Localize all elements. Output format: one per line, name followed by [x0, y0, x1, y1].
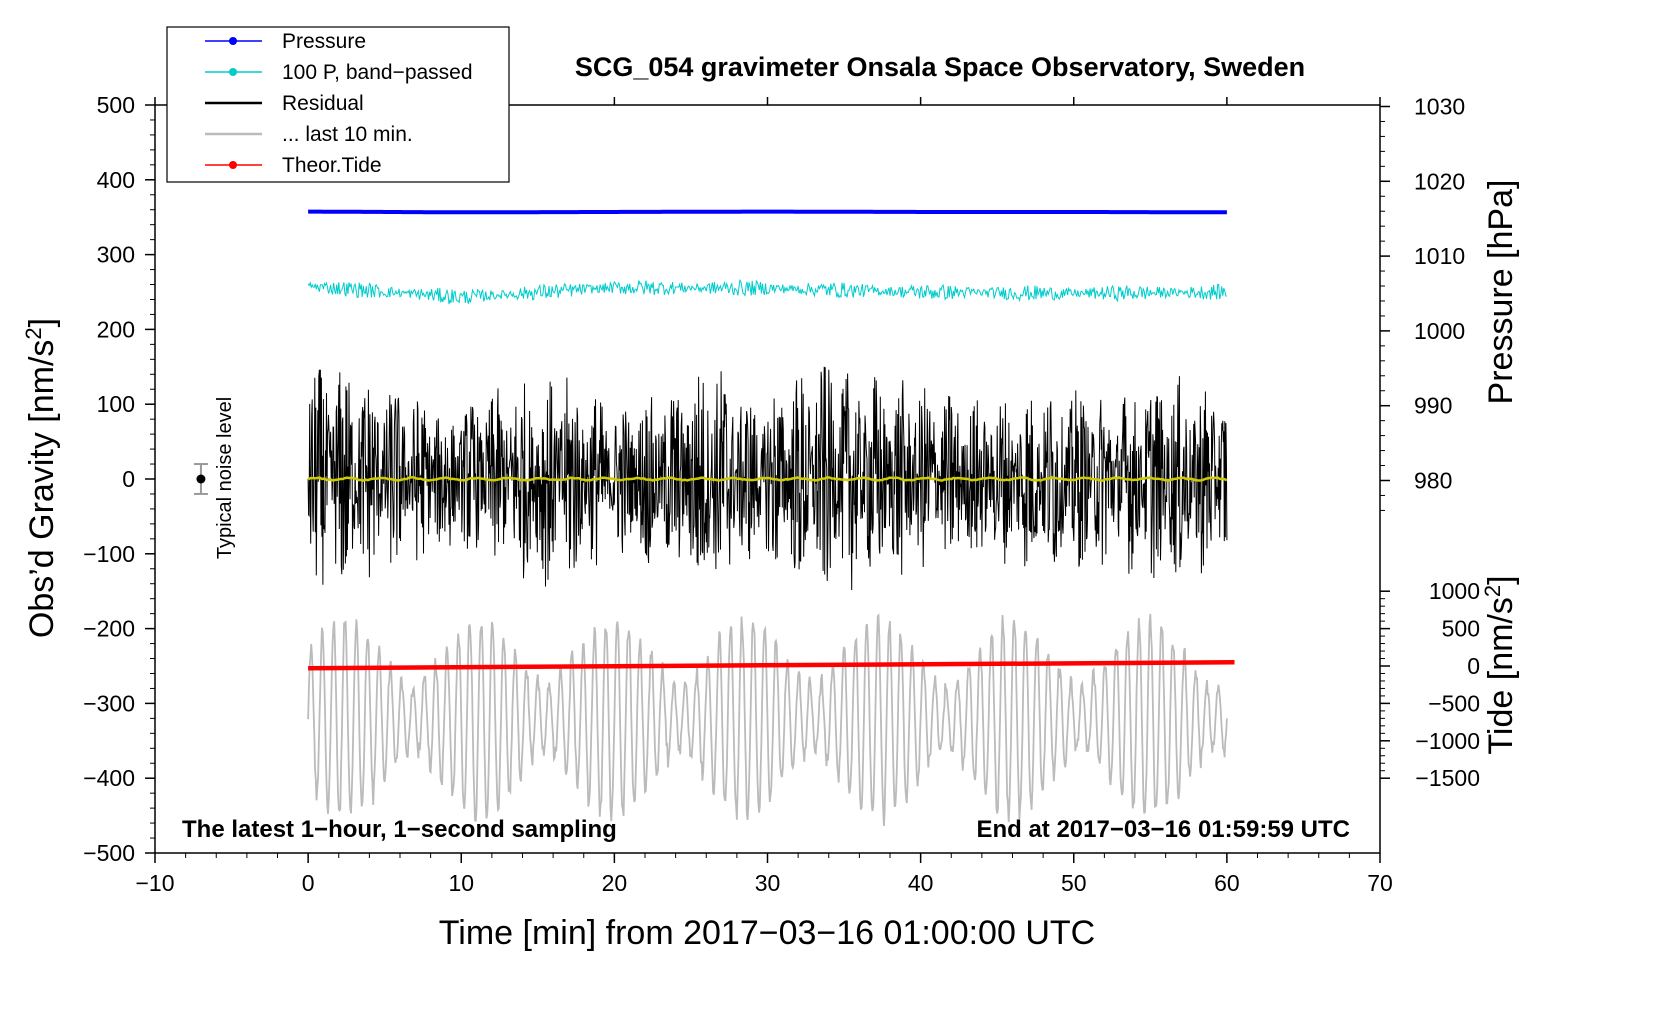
x-tick-label: 30: [755, 870, 781, 896]
legend-label: Pressure: [282, 30, 366, 53]
tide-tick-label: 0: [1467, 653, 1480, 679]
chart-title: SCG_054 gravimeter Onsala Space Observat…: [575, 52, 1305, 82]
pressure-tick-label: 1010: [1414, 243, 1465, 269]
legend-box: [166, 26, 510, 183]
x-tick-label: 60: [1214, 870, 1240, 896]
y-axis-pressure: 980 990 1000 1010 1020 1030: [1380, 93, 1465, 511]
y-axis-tide-title: Tide [nm/s2]: [1480, 575, 1520, 754]
x-tick-label: 10: [448, 870, 474, 896]
tide-tick-label: −1500: [1415, 765, 1480, 791]
series-last-10-min: [307, 613, 1228, 827]
noise-point: [196, 474, 206, 484]
y-tide-title-main: Tide [nm/s: [1482, 597, 1520, 754]
legend-marker: [229, 161, 237, 169]
series-theor-tide: [308, 660, 1235, 671]
legend-label: ... last 10 min.: [282, 123, 413, 146]
noise-marker: [193, 463, 208, 495]
series-residual-smoothed: [307, 476, 1228, 482]
y-tick-label: −100: [83, 541, 135, 567]
legend-label: 100 P, band−passed: [282, 61, 473, 84]
y-tick-label: 400: [97, 167, 135, 193]
y-axis-left-title: Obs’d Gravity [nm/s2]: [21, 318, 61, 638]
y-left-title-close: ]: [23, 318, 61, 327]
pressure-tick-label: 990: [1414, 393, 1452, 419]
series-layer: [307, 209, 1235, 827]
y-tick-label: 100: [97, 391, 135, 417]
y-tick-label: −300: [83, 690, 135, 716]
series-band-passed-pressure: [307, 278, 1227, 305]
pressure-tick-label: 1000: [1414, 318, 1465, 344]
legend-label: Residual: [282, 92, 364, 115]
x-tick-label: 20: [602, 870, 628, 896]
annotation-right: End at 2017−03−16 01:59:59 UTC: [976, 816, 1350, 843]
y-tick-label: −400: [83, 765, 135, 791]
y-tick-label: 300: [97, 242, 135, 268]
y-axis-left: 500 400 300 200 100 0 −100 −200 −300 −400 −500: [83, 92, 155, 866]
tide-tick-label: −500: [1428, 690, 1480, 716]
y-left-title-sup: 2: [21, 327, 46, 339]
x-tick-label: 70: [1367, 870, 1393, 896]
y-tide-title-close: ]: [1482, 575, 1520, 584]
y-tick-label: −200: [83, 616, 135, 642]
x-tick-label: 40: [908, 870, 934, 896]
noise-label: Typical noise level: [214, 397, 236, 559]
x-tick-label: −10: [135, 870, 174, 896]
pressure-tick-label: 980: [1414, 467, 1452, 493]
tide-tick-label: 1000: [1429, 578, 1480, 604]
y-left-title-main: Obs’d Gravity [nm/s: [23, 340, 61, 639]
legend-marker: [229, 68, 237, 76]
x-axis: −10 0 10 20 30 40 50 60 70: [135, 97, 1393, 896]
legend: Pressure 100 P, band−passed Residual ... la…: [166, 26, 510, 183]
y-tick-label: −500: [83, 840, 135, 866]
y-tick-label: 500: [97, 92, 135, 118]
legend-marker: [229, 37, 237, 45]
y-tick-label: 0: [122, 466, 135, 492]
pressure-tick-label: 1030: [1414, 93, 1465, 119]
annotation-left: The latest 1−hour, 1−second sampling: [182, 816, 617, 843]
tide-tick-label: 500: [1442, 616, 1480, 642]
pressure-tick-label: 1020: [1414, 168, 1465, 194]
y-tick-label: 200: [97, 316, 135, 342]
tide-tick-label: −1000: [1415, 728, 1480, 754]
y-axis-pressure-title: Pressure [hPa]: [1482, 180, 1520, 405]
series-pressure: [308, 209, 1227, 215]
y-tide-title-sup: 2: [1480, 585, 1505, 597]
x-tick-label: 50: [1061, 870, 1087, 896]
y-axis-tide: 1000 500 0 −500 −1000 −1500: [1380, 578, 1480, 791]
series-residual: [307, 366, 1228, 591]
x-axis-title: Time [min] from 2017−03−16 01:00:00 UTC: [439, 914, 1095, 952]
x-tick-label: 0: [302, 870, 315, 896]
legend-label: Theor.Tide: [282, 154, 382, 177]
